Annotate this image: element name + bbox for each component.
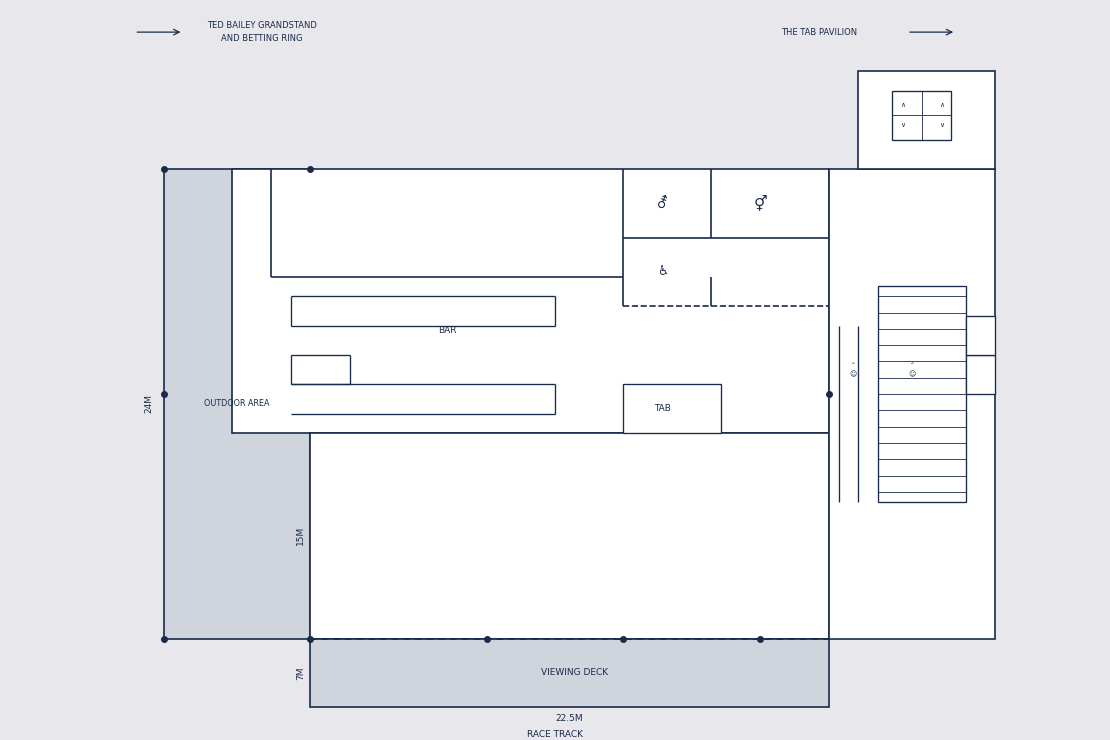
Bar [311, 639, 829, 707]
Text: OUTDOOR AREA: OUTDOOR AREA [204, 400, 270, 408]
Text: ⚥: ⚥ [754, 195, 767, 211]
Text: ⚦: ⚦ [656, 196, 669, 211]
Text: THE TAB PAVILION: THE TAB PAVILION [781, 27, 857, 36]
Text: ∨: ∨ [939, 122, 944, 128]
Text: TAB: TAB [654, 404, 672, 413]
Bar [966, 316, 996, 355]
Text: ♿: ♿ [657, 265, 668, 278]
Bar [829, 169, 996, 639]
Bar [892, 91, 951, 140]
Text: BAR: BAR [438, 326, 456, 335]
Text: ∨: ∨ [900, 122, 905, 128]
Text: ☺: ☺ [849, 371, 857, 377]
Text: 24M: 24M [144, 394, 153, 414]
Bar [966, 355, 996, 394]
Text: ‸: ‸ [851, 355, 855, 364]
Bar [311, 433, 829, 639]
Text: ☺: ☺ [908, 371, 916, 377]
Bar [858, 71, 996, 169]
Text: ∧: ∧ [900, 102, 905, 109]
Bar [164, 169, 311, 639]
Text: 7M: 7M [296, 666, 305, 679]
Text: VIEWING DECK: VIEWING DECK [541, 668, 608, 677]
Text: 15M: 15M [296, 526, 305, 545]
Text: ‸: ‸ [910, 355, 914, 364]
Text: TED BAILEY GRANDSTAND
AND BETTING RING: TED BAILEY GRANDSTAND AND BETTING RING [206, 21, 316, 43]
Text: RACE TRACK: RACE TRACK [527, 730, 583, 739]
Bar [878, 286, 966, 502]
Text: ∧: ∧ [939, 102, 944, 109]
Bar [232, 169, 829, 433]
Text: 22.5M: 22.5M [556, 714, 584, 723]
Bar [624, 384, 722, 433]
